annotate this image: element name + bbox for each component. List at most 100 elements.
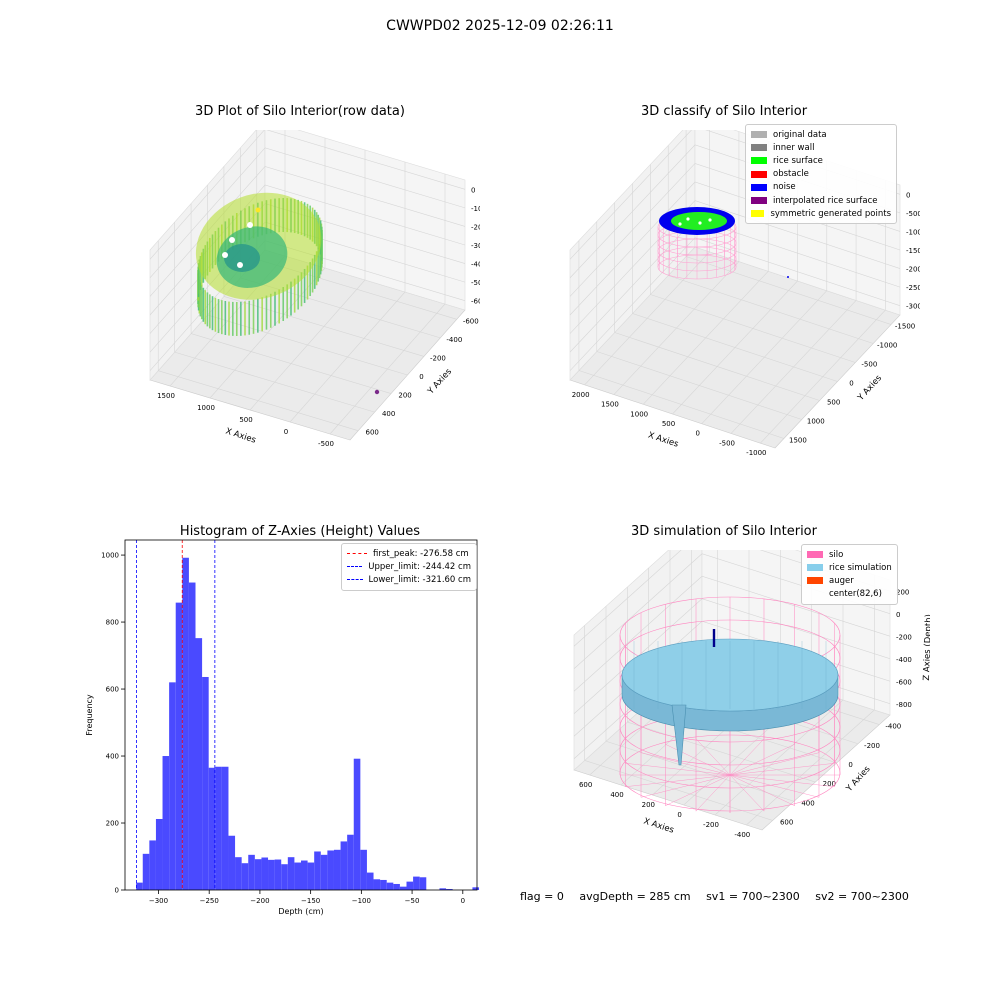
histogram-bar bbox=[195, 638, 203, 890]
z-tick-label: -500 bbox=[471, 279, 480, 287]
histogram-bar bbox=[268, 859, 275, 890]
x-tick-label: 500 bbox=[239, 416, 252, 424]
legend-item-inner-wall: inner wall bbox=[751, 141, 891, 154]
histogram-bar bbox=[228, 835, 236, 890]
histogram-bar bbox=[472, 887, 480, 890]
plot-frame bbox=[124, 539, 478, 891]
y-tick-label: 200 bbox=[398, 392, 411, 400]
histogram-bar bbox=[248, 854, 255, 890]
histogram-bar bbox=[320, 854, 328, 890]
sv1-readout: sv1 = 700~2300 bbox=[706, 890, 800, 903]
silo-floor-spoke bbox=[695, 774, 731, 812]
y-tick-label: 0 bbox=[849, 380, 853, 388]
histogram-bar bbox=[399, 886, 407, 890]
x-tick-label: −250 bbox=[200, 897, 219, 905]
silo-floor-spoke bbox=[640, 752, 731, 776]
x-tick-label: 400 bbox=[610, 791, 623, 799]
histogram-bar bbox=[386, 882, 394, 890]
legend-item-interpolated: interpolated rice surface bbox=[751, 194, 891, 207]
y-tick-label: -500 bbox=[861, 361, 877, 369]
grid-line bbox=[685, 256, 892, 325]
grid-line bbox=[578, 370, 785, 439]
deepest-points bbox=[224, 244, 260, 272]
histogram-bar bbox=[274, 859, 282, 890]
grid-line bbox=[149, 166, 466, 297]
histogram-bar bbox=[261, 857, 269, 890]
silo-floor-spoke bbox=[729, 752, 820, 776]
histogram-bar bbox=[142, 853, 150, 890]
histogram-bar bbox=[373, 879, 381, 890]
histogram-bar bbox=[235, 857, 242, 890]
legend-item-silo: silo bbox=[807, 548, 892, 561]
grid-line bbox=[569, 181, 901, 316]
x-axis-label: X Axies bbox=[224, 426, 257, 445]
simulation-3d-plot: -400 -200 0 200 400 600 600 400 200 0 -200 -400 -800… bbox=[573, 550, 930, 839]
x-tick-label: 0 bbox=[677, 811, 681, 819]
z-tick-label: -1000 bbox=[906, 228, 920, 236]
y-tick-label: 400 bbox=[801, 799, 814, 807]
grid-line bbox=[573, 575, 891, 692]
gap-mark bbox=[698, 221, 702, 225]
silo-floor-spoke bbox=[729, 774, 835, 787]
rice-funnel bbox=[671, 704, 687, 766]
histogram-bar bbox=[353, 758, 361, 890]
grid-line bbox=[149, 147, 466, 279]
x-tick-label: 200 bbox=[642, 801, 655, 809]
y-tick-label: -400 bbox=[446, 336, 462, 344]
z-tick-label: -400 bbox=[471, 261, 480, 269]
grid-line bbox=[573, 598, 891, 714]
grid-line bbox=[632, 313, 838, 382]
avg-depth-readout: avgDepth = 285 cm bbox=[579, 890, 691, 903]
z-axis-label: Z Axies (Depth) bbox=[922, 614, 930, 681]
grid-line bbox=[584, 760, 773, 821]
gap-mark bbox=[229, 237, 235, 243]
histogram-bar bbox=[162, 756, 170, 890]
x-tick-label: 1500 bbox=[601, 401, 619, 409]
histogram-bar bbox=[188, 582, 196, 890]
flag-readout: flag = 0 bbox=[520, 890, 564, 903]
z-tick-label: 0 bbox=[896, 611, 900, 619]
y-tick-label: -200 bbox=[430, 354, 446, 362]
histogram-title: Histogram of Z-Axies (Height) Values bbox=[179, 524, 421, 539]
grid-line bbox=[190, 333, 392, 394]
gap-mark bbox=[247, 222, 253, 228]
x-tick-label: 0 bbox=[461, 897, 465, 905]
silo-floor-spoke bbox=[729, 738, 765, 776]
grid-line bbox=[714, 699, 844, 816]
legend-item-obstacle: obstacle bbox=[751, 168, 891, 181]
legend-item-center: center(82,6) bbox=[829, 589, 882, 600]
gap-mark bbox=[237, 262, 243, 268]
histogram-bar bbox=[307, 862, 315, 890]
histogram-bar bbox=[301, 860, 308, 890]
histogram-bar bbox=[281, 864, 288, 890]
histogram-bar bbox=[202, 676, 209, 890]
y-tick-label: 800 bbox=[106, 619, 119, 627]
x-tick-label: 1000 bbox=[630, 410, 648, 418]
histogram-bar bbox=[155, 818, 163, 890]
y-tick-label: 600 bbox=[780, 818, 793, 826]
histogram-bar bbox=[215, 766, 222, 890]
histogram-bar bbox=[366, 872, 374, 890]
grid-line bbox=[650, 294, 856, 363]
z-tick-label: 0 bbox=[906, 191, 910, 199]
plot2-title: 3D classify of Silo Interior bbox=[640, 104, 808, 119]
silo-floor-spoke bbox=[625, 774, 731, 787]
histogram-bar bbox=[347, 834, 354, 890]
silo-floor-spoke bbox=[695, 738, 731, 776]
histogram-bar bbox=[340, 841, 348, 890]
histogram-bar bbox=[360, 849, 367, 890]
grid-line bbox=[746, 709, 875, 826]
silo-floor-spoke bbox=[625, 763, 731, 776]
histogram-bar bbox=[327, 850, 334, 890]
histogram-bar bbox=[439, 888, 447, 890]
y-tick-label: 1000 bbox=[101, 552, 119, 560]
y-tick-label: -1500 bbox=[895, 323, 915, 331]
histogram-bar bbox=[314, 851, 321, 890]
silo-floor-spoke bbox=[729, 744, 795, 776]
x-tick-label: −150 bbox=[301, 897, 320, 905]
y-tick-label: -1000 bbox=[877, 342, 897, 350]
histogram-bar bbox=[393, 883, 400, 890]
x-tick-label: -200 bbox=[703, 821, 719, 829]
histogram-bar bbox=[136, 882, 143, 890]
silo-floor-spoke bbox=[729, 774, 820, 798]
